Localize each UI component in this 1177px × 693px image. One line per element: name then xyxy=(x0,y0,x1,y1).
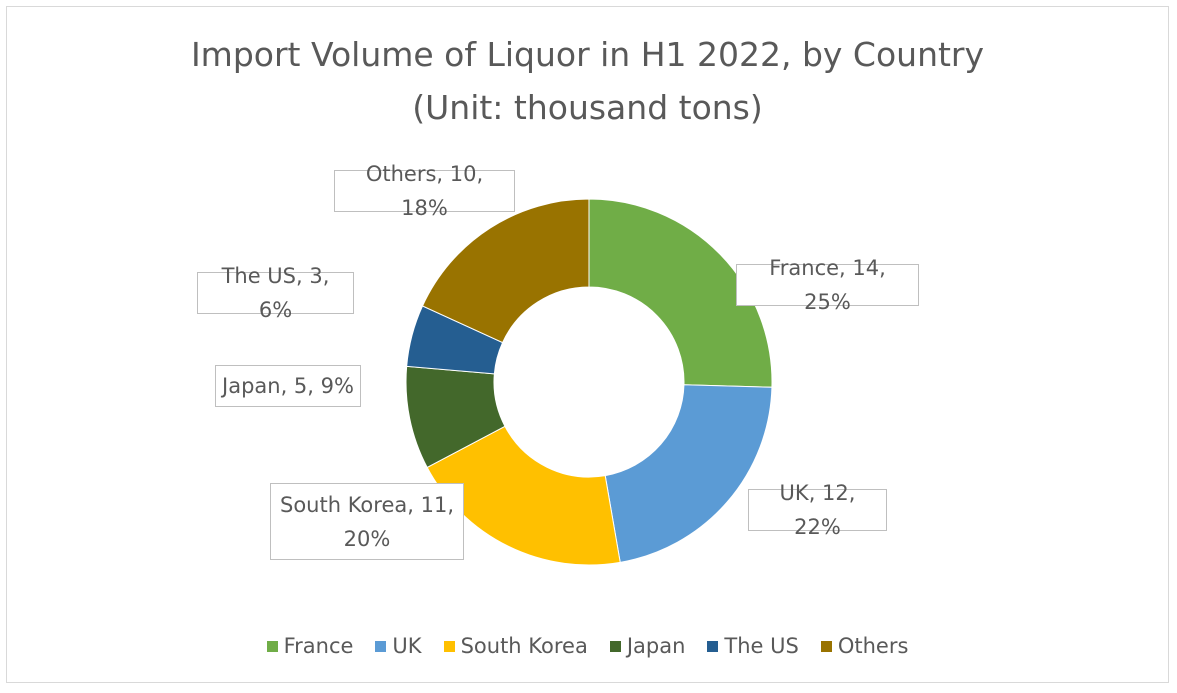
legend-swatch xyxy=(443,640,455,652)
legend-label: Japan xyxy=(626,634,686,658)
doughnut-chart xyxy=(405,198,773,566)
data-label-south-korea: South Korea, 11, 20% xyxy=(270,483,464,560)
slice-others xyxy=(421,198,590,344)
legend-swatch xyxy=(375,640,387,652)
data-label-others: Others, 10, 18% xyxy=(334,162,515,220)
legend-item-south-korea: South Korea xyxy=(443,634,588,658)
data-label-france: France, 14, 25% xyxy=(736,256,919,314)
legend-item-the-us: The US xyxy=(707,634,799,658)
legend-swatch xyxy=(707,640,719,652)
legend-swatch xyxy=(266,640,278,652)
legend-label: France xyxy=(283,634,354,658)
chart-title: Import Volume of Liquor in H1 2022, by C… xyxy=(190,35,985,74)
legend-item-others: Others xyxy=(820,634,909,658)
legend-item-france: France xyxy=(266,634,354,658)
legend-label: The US xyxy=(724,634,799,658)
slice-uk xyxy=(604,384,773,563)
legend-item-uk: UK xyxy=(375,634,422,658)
data-label-japan: Japan, 5, 9% xyxy=(215,365,361,407)
data-label-the-us: The US, 3, 6% xyxy=(197,264,354,322)
legend-label: South Korea xyxy=(460,634,588,658)
legend-swatch xyxy=(820,640,832,652)
legend-swatch xyxy=(609,640,621,652)
legend-item-japan: Japan xyxy=(609,634,686,658)
legend-label: Others xyxy=(837,634,909,658)
slice-south-korea xyxy=(426,425,621,566)
legend-label: UK xyxy=(392,634,422,658)
slice-france xyxy=(588,198,773,388)
chart-subtitle: (Unit: thousand tons) xyxy=(412,88,763,127)
data-label-uk: UK, 12, 22% xyxy=(748,481,887,539)
chart-area: Import Volume of Liquor in H1 2022, by C… xyxy=(6,6,1169,683)
legend: France UK South Korea Japan The US Others xyxy=(7,634,1168,658)
